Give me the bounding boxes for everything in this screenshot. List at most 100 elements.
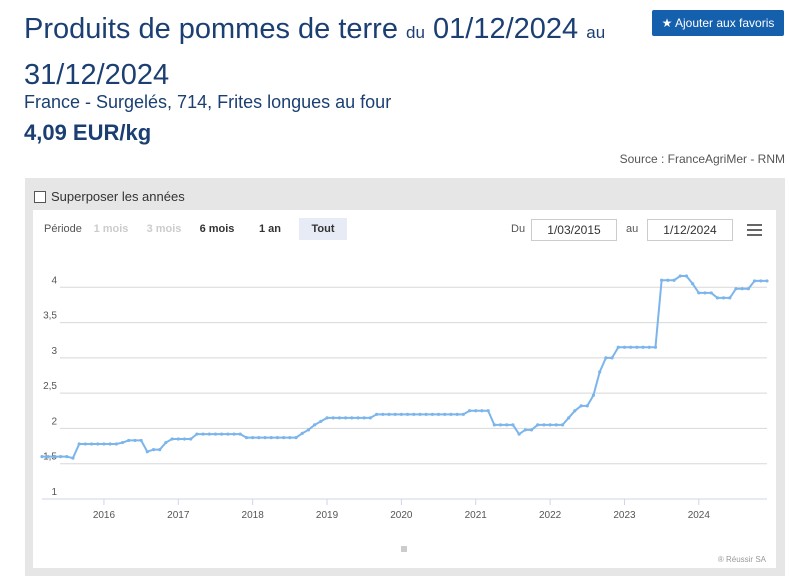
title: Produits de pommes de terre xyxy=(24,13,398,45)
data-point xyxy=(393,412,397,416)
range-button[interactable]: 3 mois xyxy=(146,223,182,235)
data-point xyxy=(244,436,249,440)
header-title: Produits de pommes de terre du 01/12/202… xyxy=(24,8,624,96)
data-point xyxy=(381,412,385,416)
data-point xyxy=(759,279,763,283)
price: 4,09 EUR/kg xyxy=(24,120,152,145)
data-point xyxy=(721,296,726,300)
data-point xyxy=(697,291,701,295)
au: au xyxy=(586,23,606,42)
data-point xyxy=(52,455,56,459)
data-point xyxy=(387,412,391,416)
data-point xyxy=(542,423,546,427)
data-point xyxy=(238,432,242,436)
data-point xyxy=(257,436,261,440)
data-point xyxy=(610,356,614,360)
data-point xyxy=(752,279,757,283)
data-point xyxy=(691,282,695,286)
data-point xyxy=(232,432,236,436)
to-input[interactable]: 1/12/2024 xyxy=(647,219,733,241)
data-point xyxy=(461,412,465,416)
data-point xyxy=(220,432,224,436)
x-tick-label: 2017 xyxy=(167,510,190,521)
data-point xyxy=(604,356,608,360)
data-point xyxy=(573,409,577,413)
range-button[interactable]: 6 mois xyxy=(199,223,235,235)
data-point xyxy=(158,448,162,452)
data-point xyxy=(263,436,267,440)
to-label: au xyxy=(626,223,639,235)
data-point xyxy=(282,436,286,440)
subtitle: France - Surgelés, 714, Frites longues a… xyxy=(24,92,392,112)
menu-icon[interactable] xyxy=(747,223,765,237)
data-point xyxy=(567,416,571,420)
data-point xyxy=(505,423,509,427)
data-point xyxy=(560,423,565,427)
data-point xyxy=(480,409,484,413)
y-tick-label: 4 xyxy=(51,275,57,286)
data-point xyxy=(660,278,664,282)
data-point xyxy=(548,423,552,427)
data-point xyxy=(201,432,205,436)
x-tick-label: 2016 xyxy=(93,510,116,521)
range-button[interactable]: 1 mois xyxy=(93,223,129,235)
data-point xyxy=(294,436,298,440)
data-point xyxy=(114,442,118,446)
y-tick-label: 2 xyxy=(51,416,57,427)
source: Source : FranceAgriMer - RNM xyxy=(619,152,785,166)
navigator-handle[interactable] xyxy=(401,546,407,552)
data-point xyxy=(319,419,323,423)
data-point xyxy=(313,423,317,427)
from-input[interactable]: 1/03/2015 xyxy=(531,219,617,241)
data-point xyxy=(145,450,149,454)
data-point xyxy=(331,416,335,420)
data-point xyxy=(511,423,515,427)
data-point xyxy=(622,345,627,349)
data-point xyxy=(709,291,713,295)
data-point xyxy=(412,412,416,416)
data-point xyxy=(213,432,218,436)
range-button[interactable]: Tout xyxy=(299,218,347,240)
data-point xyxy=(164,440,168,445)
range-button[interactable]: 1 an xyxy=(258,223,281,235)
data-point xyxy=(300,431,304,435)
overlay-checkbox[interactable]: Superposer les années xyxy=(34,189,185,204)
data-point xyxy=(40,455,44,459)
data-point xyxy=(46,455,50,459)
data-point xyxy=(598,370,602,374)
data-point xyxy=(418,412,422,416)
end-date: 31/12/2024 xyxy=(24,59,170,91)
x-tick-label: 2022 xyxy=(539,510,562,521)
data-point xyxy=(195,432,199,436)
data-point xyxy=(362,416,366,420)
data-point xyxy=(449,412,453,416)
credit: ® Réussir SA xyxy=(718,555,767,564)
data-point xyxy=(71,456,75,460)
y-tick-label: 3,5 xyxy=(43,311,57,322)
x-tick-label: 2021 xyxy=(465,510,488,521)
data-point xyxy=(443,412,447,416)
favorite-button[interactable]: ★ Ajouter aux favoris xyxy=(652,10,784,36)
data-point xyxy=(474,409,478,413)
data-point xyxy=(83,442,87,446)
data-point xyxy=(529,428,534,432)
data-point xyxy=(133,438,137,443)
data-point xyxy=(678,274,682,278)
from-label: Du xyxy=(511,223,526,235)
data-point xyxy=(102,442,106,446)
data-point xyxy=(405,412,410,416)
data-point xyxy=(288,436,292,440)
series-line xyxy=(42,274,767,460)
data-point xyxy=(127,438,131,443)
data-point xyxy=(523,428,527,432)
data-point xyxy=(350,416,354,420)
checkbox[interactable] xyxy=(34,190,46,203)
x-tick-label: 2024 xyxy=(688,510,711,521)
data-point xyxy=(399,412,403,416)
data-point xyxy=(629,345,633,349)
data-point xyxy=(337,416,342,420)
data-point xyxy=(77,442,81,446)
data-point xyxy=(672,278,676,282)
